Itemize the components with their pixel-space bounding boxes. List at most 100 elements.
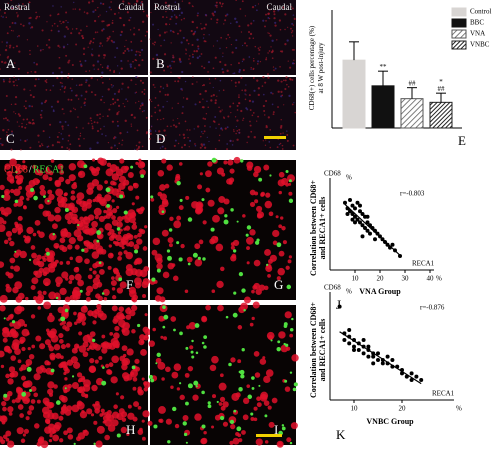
vessel xyxy=(1,194,5,199)
cell xyxy=(47,255,55,263)
point xyxy=(355,217,360,222)
speckle xyxy=(174,1,177,4)
cell xyxy=(10,355,17,361)
speckle xyxy=(224,63,227,67)
speckle xyxy=(7,55,10,58)
speckle xyxy=(106,65,109,68)
speckle xyxy=(196,56,199,59)
speckle xyxy=(177,102,179,105)
speckle xyxy=(274,24,277,27)
cell xyxy=(131,304,138,312)
speckle xyxy=(3,11,6,15)
speckle xyxy=(40,116,43,119)
point xyxy=(419,378,424,382)
speckle xyxy=(196,125,200,128)
x-unit: % xyxy=(456,405,462,413)
speckle xyxy=(14,95,18,99)
speckle xyxy=(198,101,201,104)
scale-bar xyxy=(264,136,286,139)
point xyxy=(368,231,372,236)
speckle xyxy=(220,5,223,8)
cell xyxy=(133,260,138,266)
cell xyxy=(121,215,126,220)
speckle xyxy=(163,53,167,56)
cell xyxy=(256,396,261,402)
speckle xyxy=(252,111,255,114)
cell xyxy=(256,205,263,213)
cell xyxy=(65,343,71,348)
cell xyxy=(0,294,8,303)
speckle xyxy=(200,23,202,25)
cell xyxy=(77,279,84,287)
speckle xyxy=(189,62,192,65)
cell xyxy=(55,188,64,197)
vessel xyxy=(191,355,195,359)
speckle xyxy=(219,110,222,113)
speckle xyxy=(226,126,229,129)
cell xyxy=(107,232,112,236)
speckle xyxy=(105,134,107,137)
cell xyxy=(158,406,166,414)
speckle xyxy=(22,118,25,121)
speckle xyxy=(262,140,264,142)
cell xyxy=(100,161,104,166)
cell xyxy=(289,333,294,338)
cell xyxy=(170,385,174,389)
speckle xyxy=(0,60,4,64)
speckle xyxy=(238,94,240,96)
point xyxy=(371,354,376,359)
speckle xyxy=(5,45,8,47)
speckle xyxy=(40,109,43,112)
speckle xyxy=(56,25,59,27)
speckle xyxy=(216,95,218,97)
speckle xyxy=(9,46,11,49)
cell xyxy=(83,240,87,245)
vessel xyxy=(131,365,136,370)
speckle xyxy=(236,138,239,141)
speckle xyxy=(250,66,253,69)
speckle xyxy=(176,32,179,35)
speckle xyxy=(126,47,129,51)
speckle xyxy=(223,116,225,118)
speckle xyxy=(242,119,244,121)
cell xyxy=(249,189,256,196)
speckle xyxy=(121,144,123,146)
speckle xyxy=(141,59,144,62)
cell xyxy=(111,287,116,291)
speckle xyxy=(224,127,227,130)
cell xyxy=(253,171,259,178)
speckle xyxy=(17,113,20,116)
vessel xyxy=(137,323,141,328)
speckle xyxy=(282,6,285,9)
speckle xyxy=(63,87,66,90)
speckle xyxy=(222,89,225,92)
speckle xyxy=(212,86,214,89)
speckle xyxy=(263,109,266,112)
speckle xyxy=(123,105,126,108)
speckle xyxy=(16,84,18,87)
cell xyxy=(110,376,118,384)
speckle xyxy=(18,125,20,127)
cell xyxy=(90,413,95,417)
cell xyxy=(271,397,278,404)
speckle xyxy=(163,31,167,34)
speckle xyxy=(283,79,285,82)
speckle xyxy=(60,71,63,74)
speckle xyxy=(71,78,74,80)
speckle xyxy=(204,23,208,26)
cell xyxy=(285,265,290,270)
panel-label: C xyxy=(6,131,15,146)
vessel xyxy=(148,374,153,379)
speckle xyxy=(110,146,113,149)
stain-label: RECA1 xyxy=(33,164,65,175)
speckle xyxy=(129,63,132,66)
cell xyxy=(17,404,24,410)
vessel xyxy=(105,187,111,193)
speckle xyxy=(212,14,215,17)
speckle xyxy=(67,21,69,24)
vessel xyxy=(83,164,88,169)
cell xyxy=(144,328,151,336)
speckle xyxy=(7,128,10,131)
speckle xyxy=(134,59,137,61)
cell xyxy=(242,397,250,404)
